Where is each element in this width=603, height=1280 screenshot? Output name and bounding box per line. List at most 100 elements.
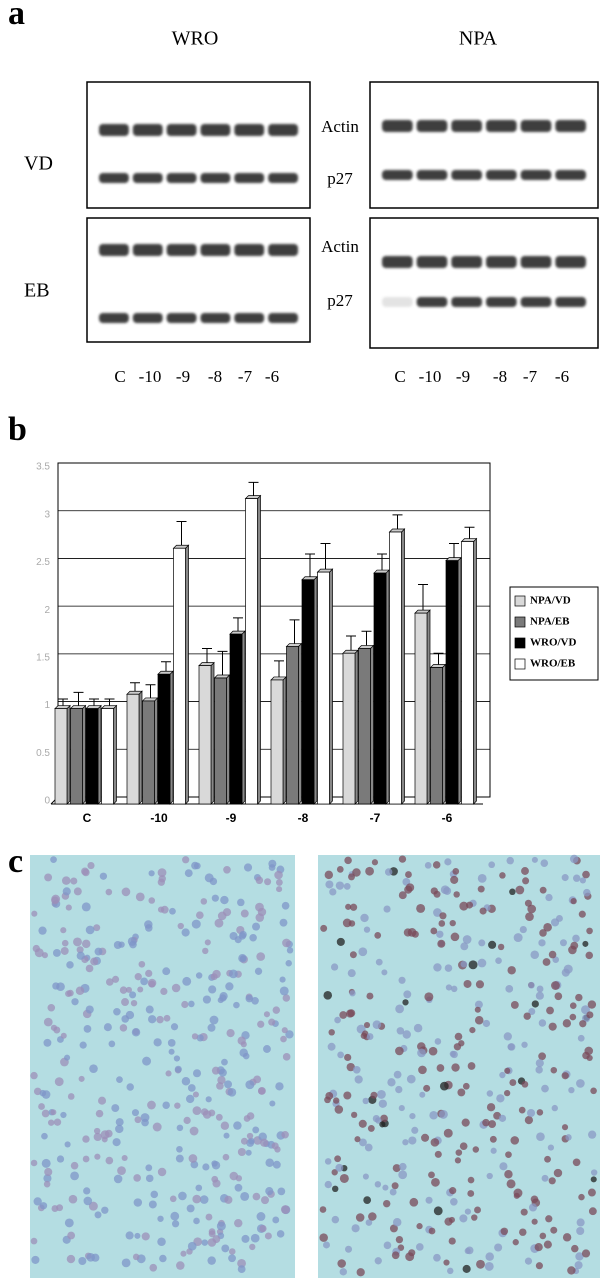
cell <box>574 1261 583 1270</box>
cell <box>66 1254 76 1264</box>
cell <box>272 1160 281 1169</box>
cell <box>515 885 525 895</box>
cell <box>337 1051 345 1059</box>
cell <box>221 1058 228 1066</box>
cell <box>389 1188 397 1196</box>
cell <box>68 1194 78 1204</box>
cell <box>93 1127 101 1135</box>
blot-band <box>268 124 298 136</box>
cell <box>134 1232 141 1239</box>
cell <box>195 972 203 979</box>
cell <box>135 892 145 902</box>
blot-band <box>451 256 482 268</box>
cell <box>430 1138 440 1147</box>
blot-band <box>234 173 265 183</box>
cell <box>185 1094 195 1104</box>
cell <box>443 1128 453 1138</box>
cell <box>101 1206 109 1214</box>
cell <box>251 996 259 1005</box>
cell <box>572 934 580 943</box>
cell <box>405 1252 415 1262</box>
cell <box>82 1155 90 1163</box>
cell <box>534 1243 543 1252</box>
cell <box>488 1120 497 1129</box>
cell <box>41 1132 48 1140</box>
cell <box>381 969 388 976</box>
cell <box>173 1055 181 1062</box>
cell <box>524 899 532 907</box>
cell <box>178 1191 187 1201</box>
cell <box>393 1070 402 1079</box>
bar-side <box>169 670 174 805</box>
cell <box>329 888 337 896</box>
cell <box>281 1130 289 1139</box>
bar-top <box>85 705 102 709</box>
cell <box>226 1029 235 1038</box>
cell <box>518 1106 526 1114</box>
bar <box>342 649 359 805</box>
cell <box>398 1170 408 1180</box>
bar-face <box>126 693 140 805</box>
cell <box>245 1149 252 1156</box>
cell <box>324 1158 332 1165</box>
cell <box>542 958 551 966</box>
cell <box>260 1196 270 1205</box>
cell <box>396 1027 405 1035</box>
cell <box>378 1099 387 1108</box>
error-bar <box>464 526 475 539</box>
cell <box>467 1176 475 1184</box>
cell <box>359 1138 367 1147</box>
cell <box>585 951 593 960</box>
cell <box>104 1129 113 1138</box>
band-label: p27 <box>327 291 353 310</box>
cell <box>528 1008 536 1015</box>
cell <box>99 872 108 880</box>
bar <box>85 704 102 805</box>
cell <box>477 885 485 893</box>
bar-top <box>229 630 246 635</box>
cell <box>467 1062 476 1070</box>
cell <box>448 1237 456 1245</box>
cell <box>186 1204 195 1213</box>
cell <box>265 1187 274 1196</box>
cell <box>333 1097 340 1104</box>
bar-top <box>445 557 462 562</box>
cell <box>119 1024 128 1032</box>
cell <box>189 1126 199 1136</box>
cell <box>83 1196 93 1206</box>
cell <box>383 1241 392 1250</box>
cell <box>78 1075 85 1082</box>
bar-top <box>270 676 287 681</box>
cell <box>193 1217 200 1225</box>
legend-swatch <box>514 595 526 607</box>
cell <box>482 1019 491 1028</box>
cell <box>450 932 460 942</box>
cell <box>254 967 263 975</box>
cell <box>41 1109 50 1118</box>
cell <box>195 1184 203 1192</box>
cell <box>170 1023 179 1031</box>
cell <box>67 1093 75 1100</box>
cell <box>343 882 351 890</box>
cell <box>530 1195 539 1204</box>
cell <box>125 1010 135 1020</box>
error-bar <box>58 698 68 706</box>
cell <box>417 1048 426 1058</box>
cell <box>224 1195 233 1204</box>
error-bar <box>392 514 403 530</box>
cell <box>505 1151 512 1158</box>
cell <box>141 1232 150 1241</box>
cell <box>550 1066 558 1074</box>
cell <box>175 1154 184 1163</box>
bar-side <box>329 568 333 805</box>
cell <box>462 1264 471 1273</box>
cell <box>67 1231 76 1240</box>
cell <box>424 992 434 1002</box>
bar-face <box>414 612 428 805</box>
cell <box>220 895 229 905</box>
cell <box>163 1014 171 1022</box>
cell <box>570 897 577 905</box>
cell <box>451 1063 460 1072</box>
cell <box>272 1216 280 1224</box>
cell <box>255 913 265 922</box>
